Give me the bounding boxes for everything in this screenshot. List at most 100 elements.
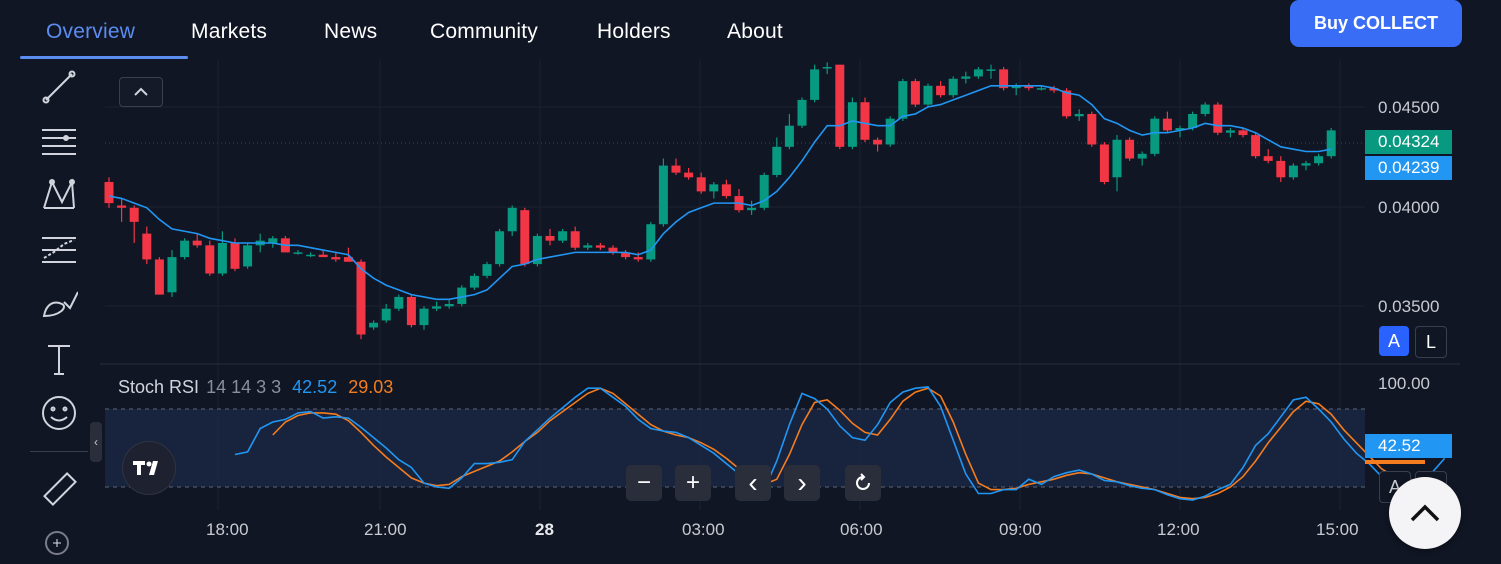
candle-body [419,308,429,326]
stoch-d-value: 29.03 [348,377,394,397]
price-tick: 0.04000 [1378,198,1440,217]
candle-body [507,207,517,232]
candle-body [1288,165,1298,178]
candle-body [873,139,883,145]
brush-icon[interactable] [38,282,80,324]
tradingview-icon [133,461,158,475]
candle-body [406,296,416,326]
candle-body [331,257,341,260]
candle-body [847,102,857,147]
candle-body [545,235,555,241]
candle-body [154,259,164,295]
stoch-rsi-legend[interactable]: Stoch RSI 14 14 3 3 42.52 29.03 [118,377,393,398]
scroll-to-top-button[interactable] [1389,477,1461,549]
scroll-left-button[interactable]: ‹ [735,465,771,501]
candle-body [268,238,278,243]
candle-body [532,235,542,265]
auto-scale-button[interactable]: A [1379,326,1409,356]
buy-button[interactable]: Buy COLLECT [1290,0,1462,47]
time-tick: 28 [535,520,554,539]
candle-body [457,287,467,304]
candle-body [381,308,391,321]
time-tick: 18:00 [206,520,249,539]
ruler-icon[interactable] [38,468,80,510]
candle-body [205,245,215,274]
candle-body [999,69,1009,89]
candle-body [343,257,353,262]
candle-body [318,254,328,258]
collapse-legend-button[interactable] [119,77,163,107]
indicator-params: 14 14 3 3 [206,377,282,397]
tab-markets[interactable]: Markets [191,20,268,43]
candle-body [482,264,492,276]
candle-body [306,254,316,257]
stoch-tick: 100.00 [1378,374,1430,393]
scroll-right-button[interactable]: › [784,465,820,501]
candle-body [608,247,618,253]
candle-body [1314,156,1324,164]
candle-body [646,224,656,260]
candle-body [432,306,442,309]
time-tick: 09:00 [999,520,1042,539]
candle-body [167,257,177,293]
text-icon[interactable] [38,338,80,380]
time-tick: 15:00 [1316,520,1359,539]
candle-body [1225,130,1235,133]
reset-chart-button[interactable] [845,465,881,501]
candle-body [1238,130,1248,136]
indicator-name: Stoch RSI [118,377,200,397]
log-scale-button[interactable]: L [1415,326,1447,358]
candle-body [772,146,782,175]
candle-body [936,85,946,96]
chevron-up-icon [1410,504,1440,522]
zoom-in-icon[interactable] [38,522,80,564]
candle-body [1074,113,1084,117]
stoch-k-line [234,386,1446,501]
candle-body [369,322,379,328]
trend-line-icon[interactable] [38,66,80,108]
candle-body [129,207,139,222]
tab-news[interactable]: News [324,20,378,43]
tab-overview[interactable]: Overview [46,20,136,43]
prediction-icon[interactable] [38,228,80,270]
candle-body [293,252,303,254]
horizontal-lines-icon[interactable] [38,120,80,162]
pattern-icon[interactable] [38,174,80,216]
tab-about[interactable]: About [727,20,783,43]
active-tab-indicator [20,56,188,59]
emoji-icon[interactable] [38,392,80,434]
candle-body [835,64,845,147]
candle-body [495,231,505,265]
candle-body [684,172,694,178]
candle-body [784,125,794,147]
price-tick: 0.03500 [1378,297,1440,316]
candle-body [923,85,933,105]
stoch-d-line [272,387,1433,500]
chevron-up-icon [134,87,148,96]
ema-line [108,85,1332,301]
tab-holders[interactable]: Holders [597,20,671,43]
candle-body [1162,118,1172,131]
zoom-in-button[interactable]: + [675,465,711,501]
candle-body [570,231,580,248]
zoom-out-button[interactable]: − [626,465,662,501]
toolbar-divider [30,451,88,452]
candle-body [1301,163,1311,166]
candle-body [1213,104,1223,133]
time-tick: 12:00 [1157,520,1200,539]
candle-body [1137,153,1147,159]
candle-body [104,182,114,204]
candle-body [217,243,227,274]
ema-price-tag: 0.04239 [1365,156,1452,180]
stoch-k-tag: 42.52 [1365,434,1452,458]
candle-body [1251,135,1261,157]
tab-community[interactable]: Community [430,20,538,43]
candle-body [671,165,681,173]
tradingview-logo[interactable] [122,441,176,495]
top-nav: Overview Markets News Community Holders … [0,0,1501,60]
price-tick: 0.04500 [1378,98,1440,117]
candle-body [910,81,920,105]
candle-body [797,99,807,126]
drawing-toolbar [0,60,100,559]
toolbar-collapse-handle[interactable]: ‹ [90,422,102,462]
